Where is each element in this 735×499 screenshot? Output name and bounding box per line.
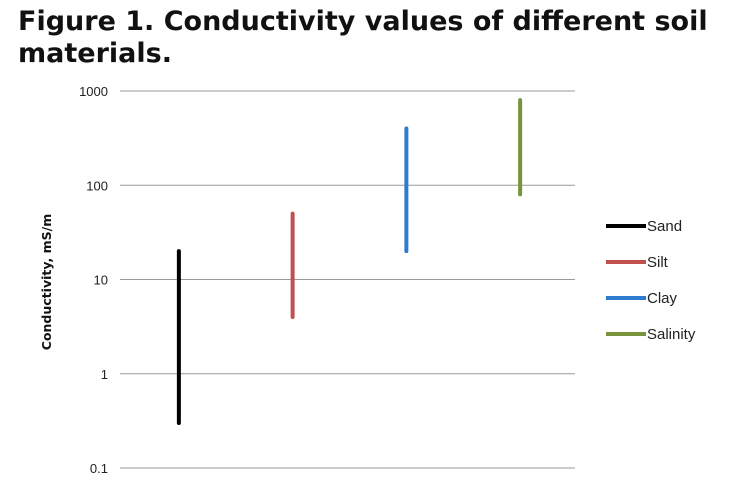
legend-label-salinity: Salinity (647, 326, 696, 343)
legend-label-clay: Clay (647, 290, 678, 307)
gridlines (120, 90, 575, 469)
y-axis-ticks: 0.1 1 10 100 1000 (79, 84, 108, 476)
legend: Sand Silt Clay Salinity (606, 218, 696, 343)
y-tick-label: 10 (94, 273, 108, 288)
legend-label-sand: Sand (647, 218, 682, 235)
y-axis-label: Conductivity, mS/m (39, 214, 54, 350)
figure-title: Figure 1. Conductivity values of differe… (18, 6, 708, 69)
y-tick-label: 100 (86, 178, 108, 193)
y-tick-label: 1 (101, 367, 108, 382)
range-bars (176, 98, 523, 426)
y-tick-label: 1000 (79, 84, 108, 99)
legend-label-silt: Silt (647, 254, 669, 271)
y-tick-label: 0.1 (90, 461, 108, 476)
